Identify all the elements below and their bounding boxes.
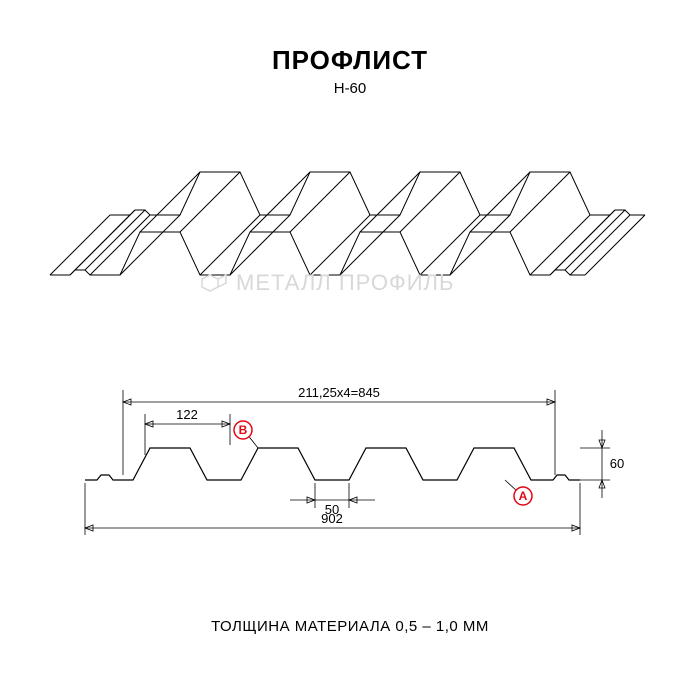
- title-block: ПРОФЛИСТ Н-60: [0, 45, 700, 97]
- material-thickness: ТОЛЩИНА МАТЕРИАЛА 0,5 – 1,0 ММ: [0, 618, 700, 635]
- dim-pitch: 122: [176, 407, 198, 422]
- isometric-view: [40, 140, 660, 340]
- callout-b-label: B: [239, 423, 248, 437]
- callout-a-label: A: [519, 489, 528, 503]
- cross-section-view: 211,25х4=845 122 B A 50 60 902: [75, 380, 630, 560]
- dim-cover-width: 211,25х4=845: [298, 385, 380, 400]
- dim-height: 60: [610, 456, 624, 471]
- dim-total-width: 902: [321, 511, 343, 526]
- product-title: ПРОФЛИСТ: [0, 45, 700, 76]
- product-subtitle: Н-60: [0, 80, 700, 97]
